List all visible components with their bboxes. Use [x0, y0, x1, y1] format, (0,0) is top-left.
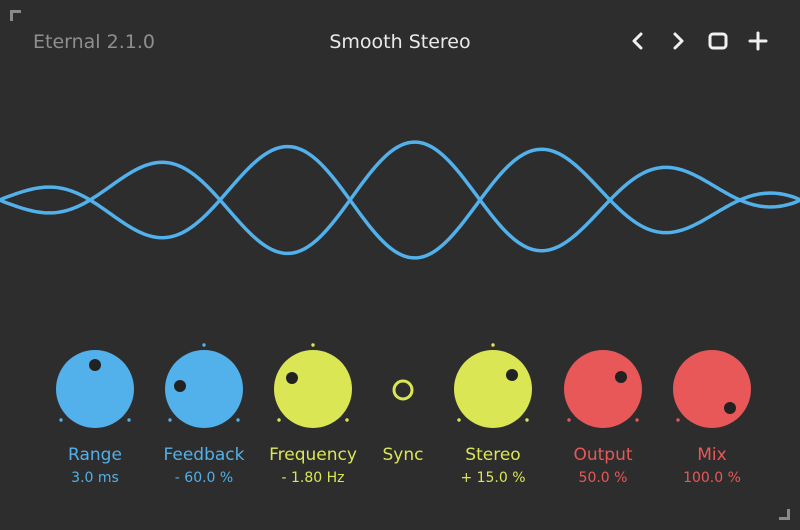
sync-toggle-control[interactable]	[348, 338, 458, 428]
output-knob[interactable]	[564, 350, 642, 428]
mix-knob-control[interactable]	[657, 338, 767, 428]
next-preset-button[interactable]	[665, 28, 691, 54]
square-icon	[708, 32, 728, 50]
feedback-knob-control[interactable]	[149, 338, 259, 428]
range-value[interactable]: 3.0 ms	[71, 470, 119, 486]
stereo-label: Stereo	[465, 445, 521, 465]
output-value[interactable]: 50.0 %	[578, 470, 628, 486]
sync-toggle[interactable]	[392, 379, 414, 401]
mix-knob[interactable]	[673, 350, 751, 428]
knob-marker-left	[457, 418, 461, 422]
sync-label: Sync	[382, 445, 424, 465]
add-preset-button[interactable]	[745, 28, 771, 54]
range-knob-indicator	[89, 359, 101, 371]
knob-marker-left	[567, 418, 571, 422]
feedback-label: Feedback	[163, 445, 245, 465]
knob-marker-left	[59, 418, 63, 422]
knob-marker-top	[491, 343, 495, 347]
knob-marker-right	[127, 418, 131, 422]
knob-marker-right	[525, 418, 529, 422]
knob-marker-top	[202, 343, 206, 347]
waveform-display	[0, 140, 800, 260]
range-knob[interactable]	[56, 350, 134, 428]
preset-name[interactable]: Smooth Stereo	[329, 31, 471, 53]
output-knob-control[interactable]	[548, 338, 658, 428]
version-label: Eternal 2.1.0	[33, 31, 155, 53]
chevron-left-icon	[632, 32, 643, 50]
stereo-knob-indicator	[506, 369, 518, 381]
save-preset-button[interactable]	[705, 28, 731, 54]
range-knob-control[interactable]	[40, 338, 150, 428]
prev-preset-button[interactable]	[625, 28, 651, 54]
feedback-knob[interactable]	[165, 350, 243, 428]
feedback-knob-indicator	[174, 380, 186, 392]
waveform-line-2	[0, 140, 800, 256]
output-label: Output	[573, 445, 633, 465]
knob-marker-top	[311, 343, 315, 347]
range-label: Range	[68, 445, 122, 465]
frequency-knob-indicator	[286, 372, 298, 384]
feedback-value[interactable]: - 60.0 %	[174, 470, 234, 486]
mix-value[interactable]: 100.0 %	[683, 470, 741, 486]
knob-marker-left	[277, 418, 281, 422]
frequency-label: Frequency	[269, 445, 357, 465]
frequency-knob-control[interactable]	[258, 338, 368, 428]
resize-handle-icon[interactable]	[779, 509, 790, 520]
knob-marker-right	[345, 418, 349, 422]
knob-marker-left	[676, 418, 680, 422]
knob-marker-right	[236, 418, 240, 422]
knob-marker-left	[168, 418, 172, 422]
chevron-right-icon	[673, 32, 684, 50]
output-knob-indicator	[615, 371, 627, 383]
frequency-value[interactable]: - 1.80 Hz	[281, 470, 345, 486]
corner-tl-icon	[10, 10, 21, 21]
stereo-knob[interactable]	[454, 350, 532, 428]
knob-marker-right	[635, 418, 639, 422]
frequency-knob[interactable]	[274, 350, 352, 428]
waveform-line-1	[0, 144, 800, 260]
mix-label: Mix	[697, 445, 727, 465]
stereo-knob-control[interactable]	[438, 338, 548, 428]
stereo-value[interactable]: + 15.0 %	[460, 470, 526, 486]
plus-icon	[748, 31, 768, 51]
mix-knob-indicator	[724, 402, 736, 414]
